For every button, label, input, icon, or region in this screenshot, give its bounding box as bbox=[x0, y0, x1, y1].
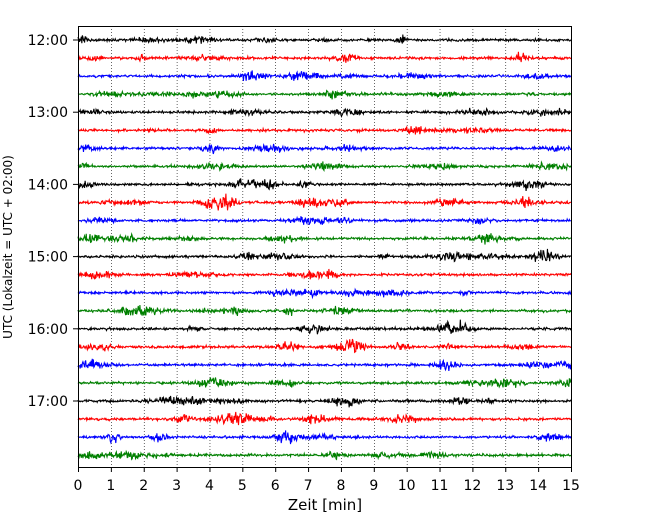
seismogram-trace bbox=[77, 34, 572, 45]
seismogram-trace bbox=[77, 358, 572, 372]
seismogram-trace bbox=[77, 51, 572, 63]
x-tick-label: 8 bbox=[336, 478, 345, 494]
x-tick-label: 15 bbox=[562, 478, 580, 494]
x-tick-label: 4 bbox=[205, 478, 214, 494]
x-tick-label: 12 bbox=[463, 478, 481, 494]
x-tick-label: 9 bbox=[369, 478, 378, 494]
seismogram-trace bbox=[77, 178, 572, 192]
seismogram-trace bbox=[77, 89, 572, 100]
x-tick-label: 14 bbox=[529, 478, 547, 494]
y-tick-label: 17:00 bbox=[28, 394, 68, 410]
seismogram-trace bbox=[77, 377, 572, 389]
x-tick-label: 10 bbox=[398, 478, 416, 494]
x-tick-label: 7 bbox=[304, 478, 313, 494]
seismogram-trace bbox=[77, 126, 572, 135]
x-tick-label: 0 bbox=[74, 478, 83, 494]
seismogram-trace bbox=[77, 268, 572, 281]
x-tick-label: 6 bbox=[271, 478, 280, 494]
x-axis: 0 1 2 3 4 5 6 7 8 9 10 11 12 13 14 15 bbox=[74, 467, 580, 494]
seismogram-trace bbox=[77, 106, 572, 118]
y-axis: 12:00 13:00 14:00 15:00 16:00 17:00 bbox=[28, 33, 78, 410]
x-tick-label: 2 bbox=[139, 478, 148, 494]
seismogram-trace bbox=[77, 215, 572, 226]
seismogram-trace bbox=[77, 304, 572, 317]
seismogram-trace bbox=[77, 248, 572, 263]
seismogram-trace bbox=[77, 319, 572, 335]
seismogram-trace bbox=[77, 160, 572, 173]
seismogram-trace bbox=[77, 338, 572, 354]
x-tick-label: 1 bbox=[106, 478, 115, 494]
y-tick-label: 13:00 bbox=[28, 105, 68, 121]
y-tick-label: 16:00 bbox=[28, 322, 68, 338]
x-axis-label: Zeit [min] bbox=[288, 496, 362, 514]
y-axis-label: UTC (Lokalzeit = UTC + 02:00) bbox=[1, 155, 15, 339]
seismogram-trace bbox=[77, 193, 572, 211]
seismogram-trace bbox=[77, 395, 572, 408]
seismogram-trace bbox=[77, 143, 572, 155]
seismogram-traces bbox=[77, 34, 572, 461]
x-tick-label: 13 bbox=[496, 478, 514, 494]
y-tick-label: 12:00 bbox=[28, 33, 68, 49]
x-tick-label: 5 bbox=[238, 478, 247, 494]
seismogram-trace bbox=[77, 70, 572, 82]
seismogram-trace bbox=[77, 232, 572, 245]
x-tick-label: 11 bbox=[431, 478, 449, 494]
plot-frame bbox=[78, 26, 572, 468]
y-tick-label: 15:00 bbox=[28, 250, 68, 266]
x-tick-label: 3 bbox=[172, 478, 181, 494]
seismogram-trace bbox=[77, 287, 572, 300]
seismogram-trace bbox=[77, 449, 572, 461]
seismogram-trace bbox=[77, 411, 572, 426]
y-tick-label: 14:00 bbox=[28, 177, 68, 193]
seismogram-trace bbox=[77, 430, 572, 445]
